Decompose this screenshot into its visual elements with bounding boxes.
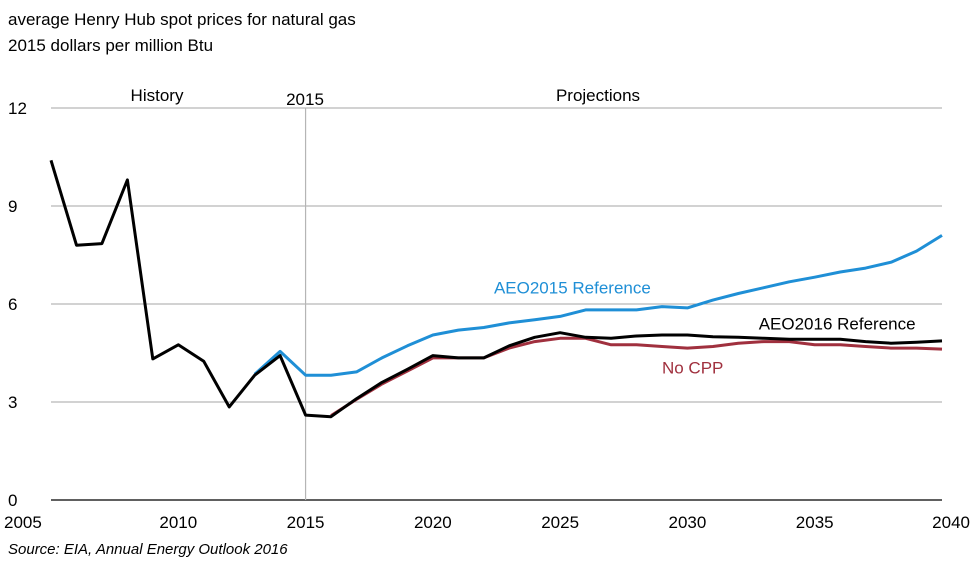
x-tick-label: 2040 xyxy=(932,513,970,532)
x-tick-label: 2015 xyxy=(287,513,325,532)
y-tick-label: 0 xyxy=(8,491,17,510)
chart-title: average Henry Hub spot prices for natura… xyxy=(8,10,356,29)
y-tick-label: 6 xyxy=(8,295,17,314)
gridlines xyxy=(51,107,942,501)
series-line-aeo2016-reference xyxy=(49,159,943,419)
series-label-aeo2015-reference: AEO2015 Reference xyxy=(494,279,651,298)
series-line-aeo2015-reference xyxy=(253,234,943,377)
source-note: Source: EIA, Annual Energy Outlook 2016 xyxy=(8,541,288,558)
x-tick-label: 2010 xyxy=(159,513,197,532)
tick-labels: 0 3 6 9 12 2005 2010 2015 2020 2025 2030 2035 2040 xyxy=(4,99,970,532)
x-tick-label: 2020 xyxy=(414,513,452,532)
y-tick-label: 3 xyxy=(8,393,17,412)
series-label-no-cpp: No CPP xyxy=(662,359,723,378)
series-lines xyxy=(49,159,943,419)
y-tick-label: 12 xyxy=(8,99,27,118)
history-label: History xyxy=(131,86,184,105)
series-label-aeo2016-reference: AEO2016 Reference xyxy=(759,315,916,334)
x-tick-label: 2030 xyxy=(669,513,707,532)
divider-year-label: 2015 xyxy=(286,90,324,109)
annotations: History 2015 Projections xyxy=(131,86,641,109)
x-tick-label: 2005 xyxy=(4,513,42,532)
series-line-no-cpp xyxy=(330,336,943,417)
projections-label: Projections xyxy=(556,86,640,105)
x-tick-label: 2035 xyxy=(796,513,834,532)
y-tick-label: 9 xyxy=(8,197,17,216)
series-labels: AEO2015 Reference No CPP AEO2016 Reference xyxy=(494,279,916,378)
x-tick-label: 2025 xyxy=(541,513,579,532)
chart-subtitle: 2015 dollars per million Btu xyxy=(8,36,214,55)
